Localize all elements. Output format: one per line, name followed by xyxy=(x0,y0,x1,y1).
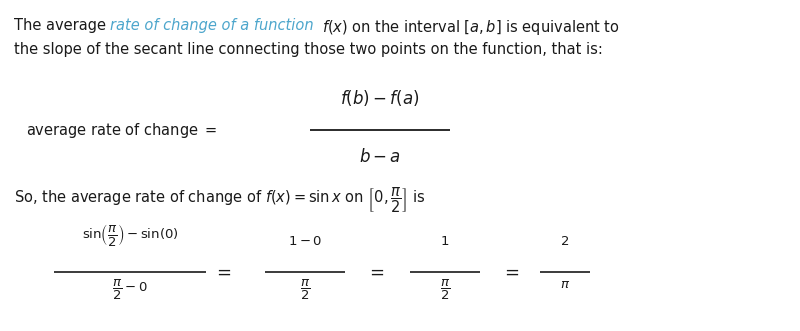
Text: $f(b) - f(a)$: $f(b) - f(a)$ xyxy=(340,88,420,108)
Text: $1$: $1$ xyxy=(440,235,450,248)
Text: $\pi$: $\pi$ xyxy=(560,278,570,291)
Text: $\dfrac{\pi}{2} - 0$: $\dfrac{\pi}{2} - 0$ xyxy=(112,278,148,302)
Text: rate of change of a function: rate of change of a function xyxy=(110,18,314,33)
Text: $=$: $=$ xyxy=(366,263,384,281)
Text: The average: The average xyxy=(14,18,110,33)
Text: $\dfrac{\pi}{2}$: $\dfrac{\pi}{2}$ xyxy=(440,278,450,302)
Text: $=$: $=$ xyxy=(501,263,519,281)
Text: $2$: $2$ xyxy=(561,235,570,248)
Text: $\dfrac{\pi}{2}$: $\dfrac{\pi}{2}$ xyxy=(300,278,310,302)
Text: $f(x)$ on the interval $[a, b]$ is equivalent to: $f(x)$ on the interval $[a, b]$ is equiv… xyxy=(322,18,620,37)
Text: the slope of the secant line connecting those two points on the function, that i: the slope of the secant line connecting … xyxy=(14,42,603,57)
Text: $=$: $=$ xyxy=(213,263,231,281)
Text: $1 - 0$: $1 - 0$ xyxy=(288,235,322,248)
Text: $b - a$: $b - a$ xyxy=(359,148,401,166)
Text: So, the average rate of change of $f(x) = \sin x$ on $\left[0, \dfrac{\pi}{2}\ri: So, the average rate of change of $f(x) … xyxy=(14,185,426,214)
Text: $\sin\!\left(\dfrac{\pi}{2}\right) - \sin(0)$: $\sin\!\left(\dfrac{\pi}{2}\right) - \si… xyxy=(82,222,178,248)
Text: average rate of change $=$: average rate of change $=$ xyxy=(26,120,218,139)
